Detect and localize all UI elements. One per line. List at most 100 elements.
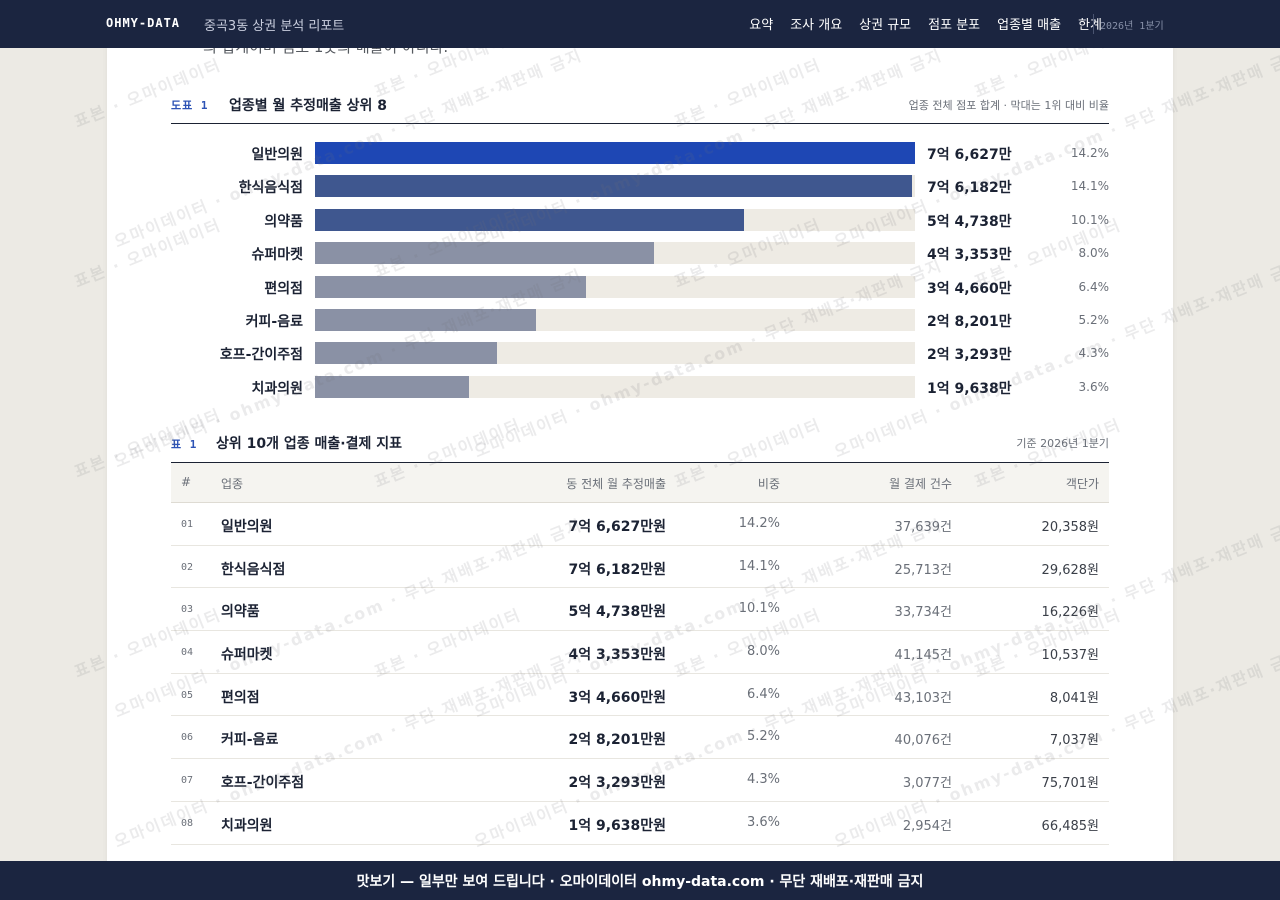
nav-item-limits[interactable]: 한계 [1078,18,1102,33]
bar-track [315,275,915,298]
avg-ticket-cell: 66,485원 [1041,818,1099,834]
table-header: 표 1 상위 10개 업종 매출·결제 지표 기준 2026년 1분기 [171,431,1109,463]
sales-share-cell: 8.0% [746,644,780,660]
avg-ticket-cell: 20,358원 [1041,520,1099,535]
col-header-num: # [181,475,192,489]
row-number-cell: 04 [181,647,194,659]
bar-share-label: 3.6% [1078,379,1110,394]
bar-track [315,175,915,198]
payment-count-cell: 33,734건 [894,605,952,621]
sales-share-cell: 3.6% [746,814,780,830]
bar-row: 일반의원 7억 6,627만 14.2% [171,142,1109,164]
nav-item-market-size[interactable]: 상권 규모 [859,18,912,33]
row-number-cell: 07 [181,775,194,787]
industry-name-cell: 한식음식점 [221,561,286,578]
col-header-industry: 업종 [221,477,244,491]
table-head-row: # 업종 동 전체 월 추정매출 비중 월 결제 건수 객단가 [171,463,1109,503]
table-tag: 표 1 [171,438,198,451]
bar-mark [315,375,469,398]
row-number-cell: 01 [181,519,194,530]
table-row: 05 편의점 3억 4,660만원 6.4% 43,103건 8,041원 [171,674,1109,717]
bar-value-label: 1억 9,638만 [927,380,1012,397]
bar-share-label: 4.3% [1078,346,1110,361]
monthly-sales-cell: 2억 3,293만원 [568,775,666,792]
preview-footer-bar: 맛보기 — 일부만 보여 드립니다 · 오마이데이터 ohmy-data.com… [0,861,1280,900]
sales-share-cell: 5.2% [746,729,780,745]
bar-row: 슈퍼마켓 4억 3,353만 8.0% [171,242,1109,265]
bar-mark [315,342,498,365]
nav-item-summary[interactable]: 요약 [749,18,774,33]
bar-category-label: 일반의원 [251,147,303,163]
bar-track [315,142,915,164]
industry-name-cell: 의약품 [221,604,260,621]
col-header-share: 비중 [757,477,780,491]
bar-share-label: 14.1% [1070,179,1109,194]
nav-item-sales-by-industry[interactable]: 업종별 매출 [997,18,1062,33]
metrics-table: # 업종 동 전체 월 추정매출 비중 월 결제 건수 객단가 01 일반의원 7억… [171,463,1109,845]
nav-item-store-distribution[interactable]: 점포 분포 [928,18,981,33]
col-header-avg: 객단가 [1065,477,1099,491]
bar-share-label: 6.4% [1078,279,1110,294]
bar-category-label: 슈퍼마켓 [251,247,303,264]
bar-category-label: 커피-음료 [245,314,303,330]
report-title: 중곡3동 상권 분석 리포트 [204,19,345,34]
payment-count-cell: 25,713건 [894,562,952,578]
bar-row: 호프-간이주점 2억 3,293만 4.3% [171,342,1110,365]
row-number-cell: 05 [181,689,194,701]
payment-count-cell: 43,103건 [894,690,952,706]
monthly-sales-cell: 7억 6,627만원 [568,519,666,535]
table-row: 02 한식음식점 7억 6,182만원 14.1% 25,713건 29,628원 [171,546,1109,589]
payment-count-cell: 2,954건 [902,818,952,834]
sales-share-cell: 4.3% [746,772,780,788]
row-number-cell: 06 [181,732,194,744]
avg-ticket-cell: 16,226원 [1041,605,1099,621]
payment-count-cell: 40,076건 [894,733,952,749]
bar-row: 한식음식점 7억 6,182만 14.1% [171,175,1109,198]
monthly-sales-cell: 4억 3,353만원 [568,647,666,664]
bar-mark [315,242,655,265]
bar-value-label: 2억 3,293만 [927,347,1012,364]
bar-share-label: 5.2% [1078,313,1110,327]
bar-value-label: 5억 4,738만 [927,213,1012,230]
bar-category-label: 치과의원 [251,380,303,397]
bar-row: 커피-음료 2억 8,201만 5.2% [171,309,1109,331]
sales-share-cell: 6.4% [746,686,780,702]
bar-track [315,375,915,398]
monthly-sales-cell: 2억 8,201만원 [568,732,666,749]
bar-track [315,342,915,365]
monthly-sales-cell: 3억 4,660만원 [568,689,666,706]
industry-name-cell: 커피-음료 [221,732,279,749]
brand-logo[interactable]: OHMY-DATA [106,16,181,30]
bar-mark [315,208,744,231]
bar-row: 편의점 3억 4,660만 6.4% [171,275,1110,298]
table-row: 08 치과의원 1억 9,638만원 3.6% 2,954건 66,485원 [171,802,1109,845]
top-nav-bar: OHMY-DATA 중곡3동 상권 분석 리포트 요약 조사 개요 상권 규모 … [0,0,1280,48]
monthly-sales-cell: 5억 4,738만원 [568,604,666,621]
table-row: 06 커피-음료 2억 8,201만원 5.2% 40,076건 7,037원 [171,716,1109,760]
col-header-sales: 동 전체 월 추정매출 [566,477,666,491]
bar-value-label: 7억 6,627만 [927,147,1012,163]
period-badge: 2026년 1분기 [1100,21,1164,32]
avg-ticket-cell: 8,041원 [1049,690,1099,706]
table-row: 01 일반의원 7억 6,627만원 14.2% 37,639건 20,358원 [171,503,1109,546]
sales-share-cell: 14.2% [738,516,780,531]
table-title: 상위 10개 업종 매출·결제 지표 [216,436,402,452]
nav-divider [1093,14,1094,34]
sales-share-cell: 10.1% [738,601,780,617]
monthly-sales-cell: 1억 9,638만원 [568,817,666,834]
avg-ticket-cell: 75,701원 [1041,776,1099,792]
avg-ticket-cell: 10,537원 [1041,648,1099,664]
section-nav: 요약 조사 개요 상권 규모 점포 분포 업종별 매출 한계 [732,14,1102,33]
bar-value-label: 7억 6,182만 [927,180,1012,197]
bar-mark [315,142,915,164]
figure-title: 업종별 월 추정매출 상위 8 [229,98,388,114]
bar-track [315,242,915,265]
payment-count-cell: 41,145건 [894,648,952,664]
row-number-cell: 02 [181,561,194,573]
bar-category-label: 편의점 [264,280,303,297]
bar-mark [315,309,536,331]
nav-item-overview[interactable]: 조사 개요 [790,18,843,33]
avg-ticket-cell: 7,037원 [1049,733,1099,749]
monthly-sales-cell: 7억 6,182만원 [568,561,666,578]
bar-row: 치과의원 1억 9,638만 3.6% [171,375,1110,398]
